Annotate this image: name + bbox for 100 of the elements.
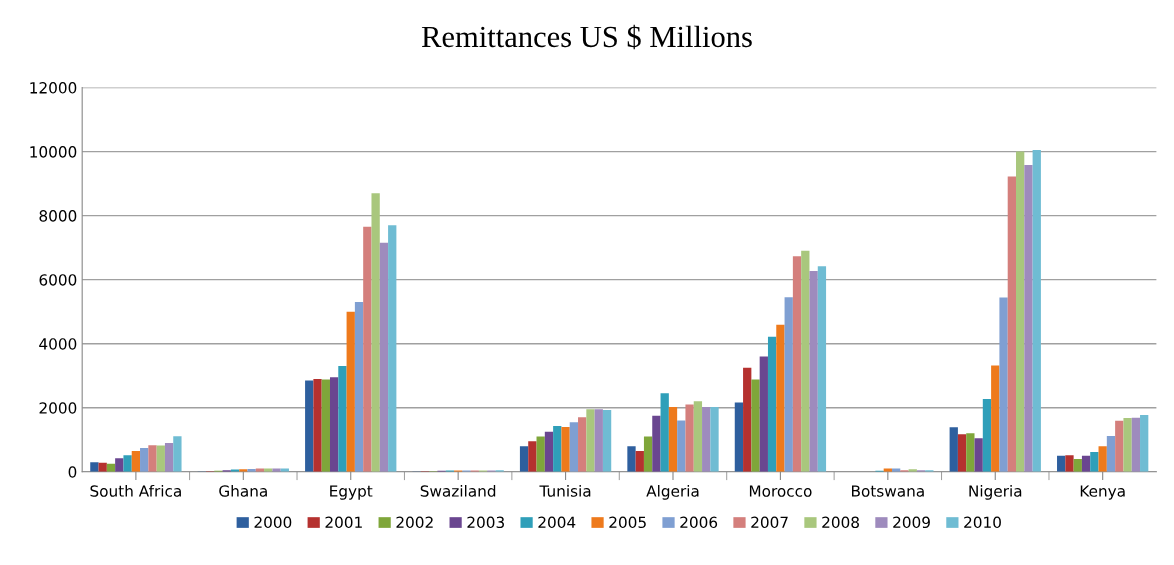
legend-label: 2007 <box>751 516 788 529</box>
y-tick-label: 10000 <box>30 146 77 158</box>
bar <box>702 407 711 472</box>
bar <box>338 366 347 472</box>
bar <box>544 431 554 472</box>
bar <box>329 377 339 472</box>
x-tick-label: Botswana <box>852 485 924 497</box>
y-tick-label: 6000 <box>39 274 77 286</box>
bar <box>313 378 322 472</box>
bar <box>346 311 355 472</box>
bar <box>321 379 330 472</box>
x-tick-label: Nigeria <box>969 484 1022 500</box>
bar <box>90 462 99 472</box>
legend-label: 2008 <box>822 516 859 529</box>
bar <box>999 297 1008 472</box>
bar <box>643 436 653 472</box>
x-tick-label: Algeria <box>646 484 699 500</box>
bar <box>561 426 570 472</box>
y-tick-label: 2000 <box>39 402 77 414</box>
legend-label: 2004 <box>538 516 576 529</box>
bar <box>1073 458 1082 472</box>
bar <box>371 193 380 472</box>
bar <box>1131 417 1141 472</box>
bar <box>536 436 545 472</box>
bar <box>1024 165 1033 472</box>
bar <box>1098 446 1107 472</box>
bar <box>966 433 975 472</box>
bar <box>379 242 389 472</box>
bar <box>173 436 182 472</box>
bar <box>1115 420 1124 472</box>
x-tick-label: Ghana <box>219 484 267 497</box>
bar <box>1106 435 1116 472</box>
bar <box>1081 455 1091 472</box>
bar <box>1140 415 1149 472</box>
bar <box>1032 150 1041 472</box>
bar <box>586 409 595 472</box>
bar <box>991 365 1000 472</box>
bar <box>363 226 372 472</box>
legend-label: 2005 <box>609 516 646 529</box>
bar <box>784 297 793 472</box>
bar <box>685 404 694 472</box>
bar <box>668 407 678 472</box>
bar <box>627 446 636 472</box>
bar <box>677 420 686 472</box>
bar <box>148 445 157 472</box>
chart-title: Remittances US $ Millions <box>421 24 752 50</box>
bar <box>957 434 967 472</box>
x-tick-label: Kenya <box>1080 485 1125 500</box>
y-tick-label: 0 <box>68 466 77 478</box>
bar <box>553 425 562 472</box>
bar <box>1123 417 1132 472</box>
bar <box>388 225 397 472</box>
legend-label: 2001 <box>325 516 362 529</box>
bar <box>974 438 983 472</box>
y-tick-label: 8000 <box>39 210 77 222</box>
legend-label: 2000 <box>254 516 292 529</box>
x-tick-label: Tunisia <box>539 484 591 497</box>
bar <box>801 250 810 472</box>
bar <box>1090 451 1099 472</box>
bar <box>594 409 603 472</box>
y-tick-label: 4000 <box>39 338 77 350</box>
bar <box>354 302 364 472</box>
bar <box>776 324 785 472</box>
bar <box>734 402 744 472</box>
bar <box>123 455 132 472</box>
legend-label: 2006 <box>680 516 718 529</box>
bar <box>115 458 124 472</box>
bar <box>305 380 314 472</box>
bar <box>1065 455 1074 472</box>
bar <box>949 427 958 472</box>
bar <box>528 441 537 472</box>
y-tick-label: 12000 <box>30 82 77 94</box>
bar <box>1016 151 1025 472</box>
bar <box>751 379 760 472</box>
bar <box>792 256 802 472</box>
bar <box>1057 455 1066 472</box>
bar <box>164 442 174 472</box>
bar <box>710 407 719 472</box>
bar <box>982 399 992 472</box>
bar <box>1007 176 1017 472</box>
bar <box>140 448 149 472</box>
bar <box>569 422 579 472</box>
bar <box>817 266 827 472</box>
bar <box>519 446 529 472</box>
legend-label: 2010 <box>964 516 1001 529</box>
bar <box>660 393 669 472</box>
legend-label: 2003 <box>467 516 504 529</box>
x-tick-label: Morocco <box>749 485 812 497</box>
bar <box>767 336 777 472</box>
x-tick-label: South Africa <box>90 484 181 497</box>
bar <box>131 450 141 472</box>
bar <box>693 401 703 472</box>
bar <box>156 445 165 472</box>
bar <box>635 450 644 472</box>
bar <box>809 271 818 472</box>
bar <box>602 409 612 472</box>
legend-label: 2009 <box>893 516 930 529</box>
bar <box>652 415 661 472</box>
bar <box>578 417 587 472</box>
bar <box>759 356 768 472</box>
